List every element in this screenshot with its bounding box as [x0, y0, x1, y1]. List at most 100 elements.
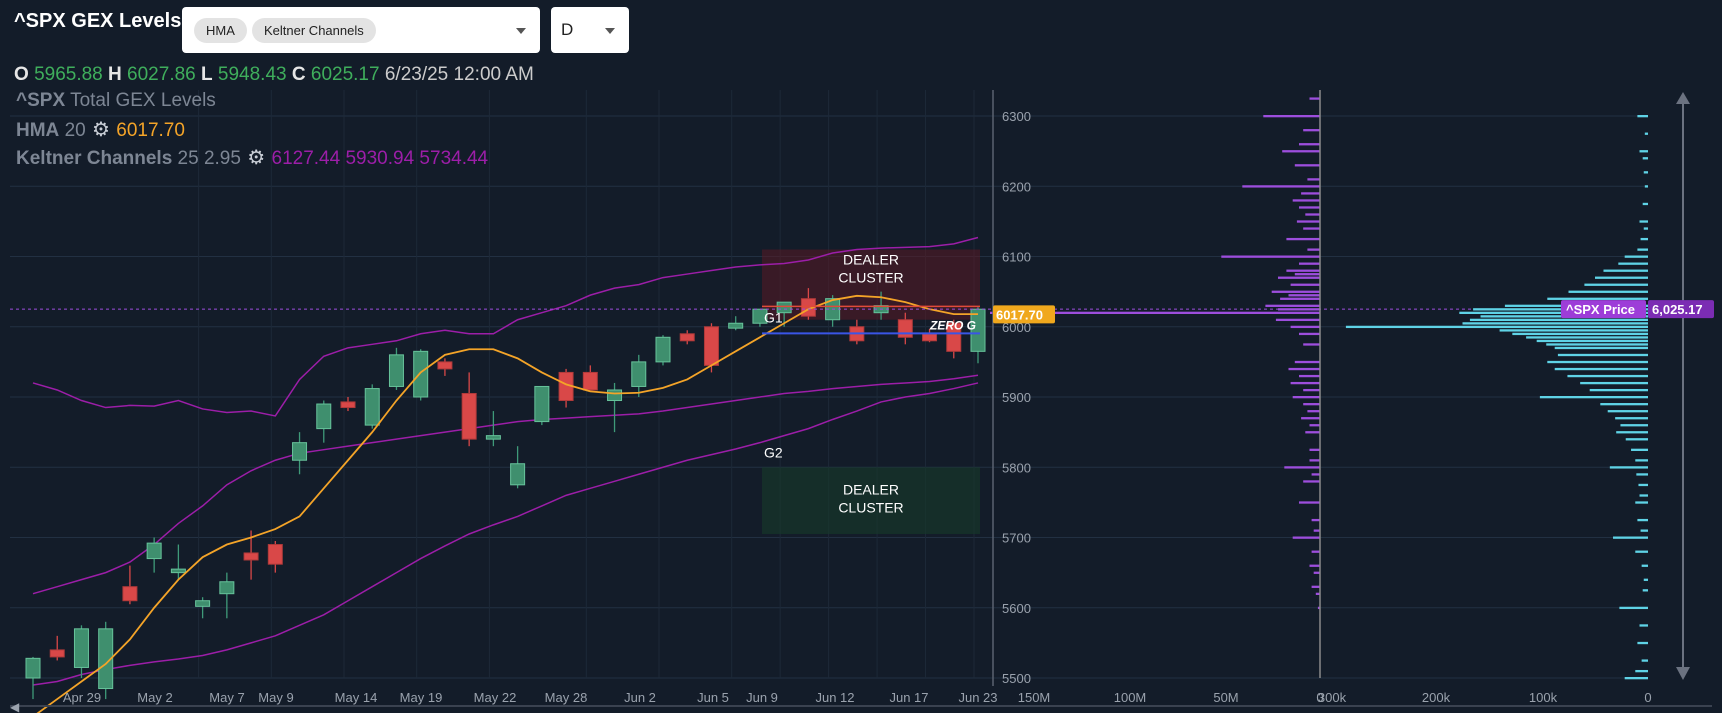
- profile-bar: [1643, 578, 1648, 581]
- candle-body: [655, 336, 671, 363]
- legend-series-name: Total GEX Levels: [70, 90, 216, 111]
- gex-bar: [1296, 220, 1320, 223]
- profile-bar: [1641, 659, 1648, 662]
- candle-body: [122, 586, 138, 602]
- gex-x-tick-label: 150M: [1018, 690, 1051, 705]
- x-tick-label: May 22: [474, 690, 517, 705]
- profile-bar: [1642, 157, 1648, 160]
- chevron-down-icon[interactable]: [516, 28, 526, 34]
- gex-bar: [1280, 297, 1320, 300]
- dealer-cluster-lower-zone: [762, 467, 980, 534]
- candle-body: [752, 308, 768, 324]
- price-tag-value: 6,025.17: [1652, 302, 1703, 317]
- x-tick-label: May 2: [137, 690, 172, 705]
- y-tick-label: 6000: [1002, 320, 1031, 335]
- candle-body: [485, 435, 501, 440]
- profile-bar: [1641, 564, 1648, 567]
- profile-bar: [1642, 589, 1648, 592]
- profile-x-tick-label: 100k: [1529, 690, 1558, 705]
- gex-bar: [1303, 343, 1320, 346]
- profile-bar: [1584, 283, 1648, 286]
- x-tick-label: Apr 29: [63, 690, 101, 705]
- timeframe-value: D: [561, 20, 574, 39]
- legend-kc-values: 6127.44 5930.94 5734.44: [271, 148, 489, 169]
- gex-x-tick-label: 0: [1316, 690, 1323, 705]
- x-tick-label: May 19: [400, 690, 443, 705]
- legend-kc-label: Keltner Channels: [16, 148, 173, 169]
- profile-bar: [1469, 318, 1648, 322]
- profile-bar: [1624, 255, 1648, 258]
- indicator-chip-keltner[interactable]: Keltner Channels: [252, 18, 376, 43]
- profile-bar: [1567, 374, 1648, 378]
- candle-body: [703, 326, 719, 366]
- y-tick-label: 6300: [1002, 109, 1031, 124]
- profile-x-tick-label: 0: [1644, 690, 1651, 705]
- hma-line-path: [36, 294, 978, 713]
- gear-icon[interactable]: ⚙: [92, 119, 110, 141]
- dealer-cluster-upper-label: CLUSTER: [838, 270, 903, 286]
- indicator-select[interactable]: HMA Keltner Channels: [182, 7, 540, 53]
- gex-bar: [1271, 290, 1320, 293]
- profile-bar: [1600, 403, 1648, 406]
- timeframe-select[interactable]: D: [551, 7, 629, 53]
- high-label: H: [108, 64, 122, 85]
- gex-bar: [1299, 262, 1320, 265]
- chevron-down-icon[interactable]: [605, 28, 615, 34]
- legend-symbol: ^SPX: [16, 90, 66, 111]
- gex-bar: [1307, 178, 1320, 181]
- candle-body: [98, 628, 114, 690]
- price-tag-label: ^SPX Price: [1566, 302, 1635, 317]
- profile-bar: [1639, 150, 1648, 153]
- gex-bar: [1275, 318, 1320, 322]
- profile-bar: [1637, 248, 1648, 251]
- gex-bar: [1284, 466, 1320, 469]
- gex-bar: [1315, 592, 1320, 595]
- gex-bar: [1307, 248, 1320, 251]
- gear-icon[interactable]: ⚙: [247, 147, 266, 169]
- gex-bar: [1299, 206, 1320, 209]
- gex-bar: [1299, 501, 1320, 504]
- candle-body: [292, 442, 308, 461]
- candles[interactable]: [25, 288, 986, 700]
- candle-body: [170, 568, 186, 574]
- profile-bar: [1595, 276, 1648, 279]
- gex-bar: [1309, 564, 1320, 567]
- axes: 5500 5600 5700 5800 5900 6000 6100 6200 6300 Apr …: [10, 90, 1712, 713]
- gex-bar: [1294, 273, 1320, 276]
- gex-bar: [1301, 417, 1320, 420]
- gex-bar: [1290, 325, 1320, 329]
- gex-bar: [1301, 192, 1320, 195]
- profile-bar: [1635, 501, 1648, 504]
- profile-bar: [1635, 459, 1648, 462]
- g1-label: G1: [764, 310, 783, 326]
- profile-bar: [1499, 329, 1648, 332]
- x-tick-label: Jun 5: [697, 690, 729, 705]
- gex-bar: [1313, 529, 1320, 532]
- dealer-cluster-lower-label: CLUSTER: [838, 499, 903, 515]
- x-tick-label: Jun 12: [815, 690, 854, 705]
- gex-bar: [1311, 585, 1320, 588]
- gex-bar: [1309, 424, 1320, 427]
- ohlc-readout: O 5965.88 H 6027.86 L 5948.43 C 6025.17 …: [14, 64, 534, 86]
- gex-bar: [1311, 518, 1320, 522]
- profile-x-tick-label: 300k: [1318, 690, 1347, 705]
- gex-bar: [1303, 403, 1320, 406]
- gex-bar: [1303, 129, 1320, 132]
- profile-bar: [1635, 550, 1648, 553]
- profile-bar: [1473, 308, 1648, 311]
- y-tick-label: 5800: [1002, 460, 1031, 475]
- gex-bar: [1242, 185, 1320, 188]
- candle-body: [340, 401, 356, 409]
- indicator-chip-hma[interactable]: HMA: [194, 18, 247, 43]
- candle-body: [267, 544, 283, 565]
- scroll-down-icon: [1676, 667, 1690, 680]
- legend-hma-param: 20: [64, 120, 86, 141]
- profile-bar: [1547, 360, 1648, 364]
- gex-bar: [1299, 332, 1320, 336]
- y-tick-label: 6100: [1002, 250, 1031, 265]
- x-tick-label: Jun 17: [889, 690, 928, 705]
- gex-bar: [1311, 550, 1320, 553]
- grid: [10, 90, 1648, 679]
- price-tag-value-bg: [1648, 300, 1714, 319]
